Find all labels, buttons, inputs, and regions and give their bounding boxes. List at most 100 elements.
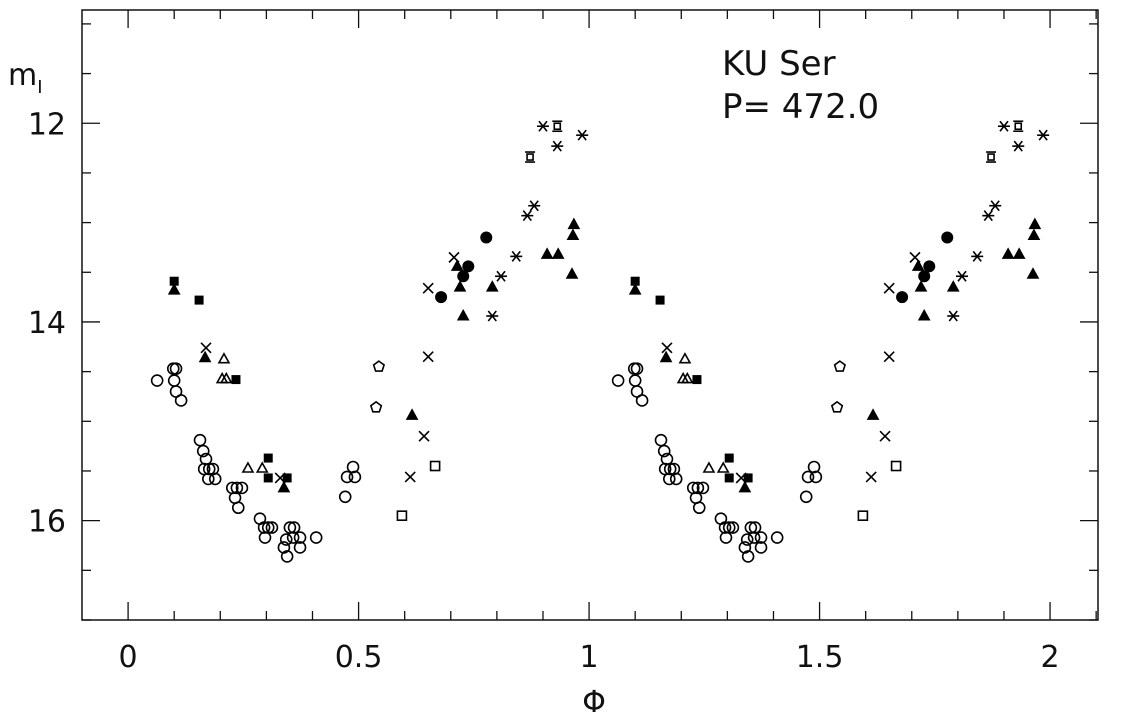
data-point-triangle-filled bbox=[540, 247, 554, 259]
marker-shape bbox=[741, 550, 755, 563]
marker-shape bbox=[453, 280, 467, 292]
marker-shape bbox=[282, 473, 292, 483]
marker-shape bbox=[404, 471, 416, 483]
marker-shape bbox=[833, 360, 847, 372]
marker-shape bbox=[923, 260, 936, 273]
data-point-triangle-filled bbox=[1028, 217, 1042, 230]
data-point-triangle-filled bbox=[198, 350, 212, 363]
marker-shape bbox=[661, 342, 673, 354]
data-point-circle-open bbox=[747, 531, 761, 544]
data-point-x bbox=[404, 471, 416, 483]
data-point-circle-open bbox=[346, 460, 360, 474]
marker-shape bbox=[883, 282, 895, 294]
data-point-triangle-filled bbox=[659, 350, 673, 363]
data-point-triangle-filled bbox=[1026, 267, 1040, 279]
data-point-triangle-filled bbox=[565, 267, 579, 279]
marker-shape bbox=[202, 462, 216, 476]
marker-shape bbox=[809, 470, 823, 484]
marker-shape bbox=[448, 251, 460, 263]
marker-shape bbox=[217, 352, 231, 364]
x-tick-label: 0.5 bbox=[335, 640, 383, 675]
data-point-circle-open bbox=[657, 444, 671, 458]
marker-shape bbox=[263, 453, 273, 463]
data-point-circle-open bbox=[748, 521, 762, 534]
marker-shape bbox=[340, 470, 354, 484]
plot-frame bbox=[81, 9, 1099, 621]
marker-shape bbox=[628, 374, 642, 387]
marker-shape bbox=[552, 140, 562, 152]
marker-shape bbox=[198, 350, 212, 363]
data-point-x bbox=[418, 430, 430, 442]
marker-shape bbox=[654, 433, 668, 447]
data-point-circle-open bbox=[719, 531, 733, 544]
data-point-triangle-filled bbox=[277, 480, 291, 493]
marker-shape bbox=[456, 308, 470, 321]
marker-shape bbox=[577, 129, 587, 141]
data-point-triangle-filled bbox=[1027, 228, 1041, 241]
marker-shape bbox=[194, 295, 204, 305]
data-point-circle-open bbox=[257, 521, 271, 534]
marker-shape bbox=[208, 472, 222, 486]
marker-shape bbox=[911, 259, 925, 271]
marker-shape bbox=[169, 362, 183, 375]
data-point-square-open bbox=[396, 510, 408, 521]
data-point-square-open bbox=[429, 460, 441, 472]
marker-shape bbox=[990, 200, 1000, 212]
data-point-asterisk bbox=[956, 270, 969, 282]
data-point-circle-open bbox=[754, 541, 768, 554]
data-point-circle-open bbox=[338, 490, 352, 504]
marker-shape bbox=[274, 472, 286, 484]
marker-shape bbox=[914, 280, 928, 292]
data-point-star-square bbox=[1013, 120, 1024, 133]
data-point-star-square bbox=[986, 151, 997, 163]
x-tick-label: 1 bbox=[580, 640, 599, 675]
marker-shape bbox=[457, 270, 470, 283]
data-point-triangle-filled bbox=[914, 280, 928, 292]
marker-shape bbox=[167, 374, 181, 387]
marker-shape bbox=[909, 251, 921, 263]
marker-shape bbox=[255, 461, 269, 473]
data-point-circle-open bbox=[208, 472, 222, 486]
data-point-circle-open bbox=[718, 521, 732, 534]
data-point-asterisk bbox=[486, 310, 499, 322]
data-point-circle-open bbox=[807, 460, 821, 474]
data-point-triangle-open bbox=[255, 461, 269, 473]
data-point-triangle-filled bbox=[1001, 247, 1015, 259]
data-point-asterisk bbox=[510, 250, 523, 262]
data-point-asterisk bbox=[495, 270, 508, 282]
marker-shape bbox=[265, 521, 279, 534]
marker-shape bbox=[747, 531, 761, 544]
data-point-square-filled bbox=[655, 295, 665, 305]
data-points bbox=[150, 120, 1050, 563]
data-point-circle-open bbox=[293, 541, 307, 554]
marker-shape bbox=[522, 210, 532, 222]
data-point-square-filled bbox=[231, 375, 241, 385]
data-point-x bbox=[865, 471, 877, 483]
data-point-triangle-open bbox=[716, 461, 730, 473]
marker-shape bbox=[662, 472, 676, 486]
data-point-circle-open bbox=[726, 521, 740, 534]
data-point-circle-open bbox=[258, 531, 272, 544]
data-point-triangle-filled bbox=[566, 228, 580, 241]
marker-shape bbox=[879, 430, 891, 442]
marker-shape bbox=[748, 521, 762, 534]
data-point-triangle-open bbox=[678, 352, 692, 364]
data-point-triangle-filled bbox=[551, 247, 565, 259]
data-point-x bbox=[883, 351, 895, 363]
marker-shape bbox=[724, 453, 734, 463]
data-point-circle-open bbox=[280, 550, 294, 563]
marker-shape bbox=[743, 473, 753, 483]
marker-shape bbox=[257, 521, 271, 534]
marker-shape bbox=[972, 250, 982, 262]
marker-shape bbox=[754, 531, 768, 544]
marker-shape bbox=[799, 490, 813, 504]
marker-shape bbox=[338, 490, 352, 504]
data-point-asterisk bbox=[1012, 140, 1025, 152]
marker-shape bbox=[435, 291, 448, 304]
data-point-circle-open bbox=[628, 374, 642, 387]
marker-shape bbox=[1001, 247, 1015, 259]
data-point-circle-filled bbox=[896, 291, 909, 304]
marker-shape bbox=[890, 460, 902, 472]
data-point-circle-open bbox=[692, 501, 706, 515]
